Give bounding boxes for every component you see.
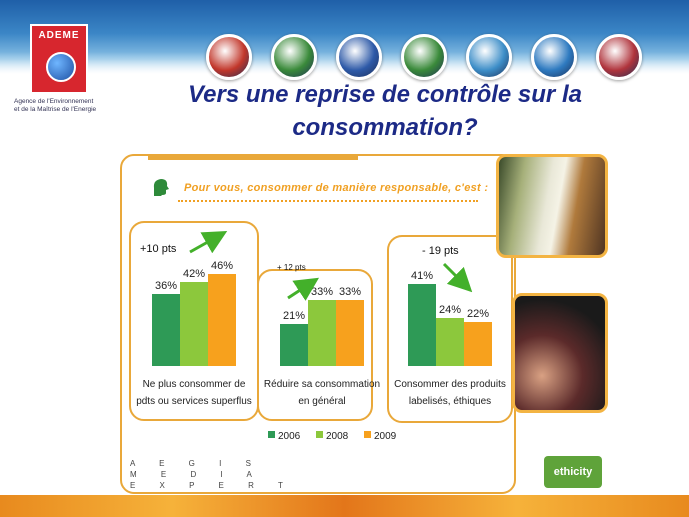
page-title: Vers une reprise de contrôle sur la cons… (150, 78, 620, 144)
data-label: 33% (339, 286, 361, 298)
legend-label: 2009 (374, 431, 397, 442)
agency-name: Agence de l'Environnement et de la Maîtr… (14, 98, 124, 114)
wave-icon (531, 34, 577, 80)
supermarket-aisle-photo (496, 154, 608, 258)
data-label: 33% (311, 286, 333, 298)
agency-line-2: et de la Maîtrise de l'Energie (14, 106, 97, 113)
trend-arrow (287, 277, 320, 301)
trend-label: - 19 pts (422, 245, 459, 257)
bar-2009-1 (208, 274, 236, 366)
category-frame (257, 269, 373, 421)
category-label: pdts ou services superflus (136, 396, 252, 407)
data-label: 22% (467, 308, 489, 320)
category-label: labelisés, éthiques (409, 396, 491, 407)
house-icon (401, 34, 447, 80)
bar-2008-1 (180, 282, 208, 366)
category-label: Consommer des produits (394, 379, 506, 390)
sun-icon (336, 34, 382, 80)
legend-label: 2006 (278, 431, 301, 442)
bar-2008-2 (308, 300, 336, 366)
category-label: Ne plus consommer de (143, 379, 246, 390)
slide-top-rule (148, 156, 358, 160)
logo-text: ADEME (38, 30, 80, 41)
aegis-media-expert-logo: A E G I S M E D I A E X P E R T (130, 458, 294, 491)
cosmetics-photo (512, 293, 608, 413)
aegis-line-2: M E D I A (130, 470, 263, 479)
agency-line-1: Agence de l'Environnement (14, 98, 94, 105)
chart-icon (466, 34, 512, 80)
title-line-1: Vers une reprise de contrôle sur la (188, 81, 582, 108)
dotted-divider (178, 200, 478, 202)
ademe-logo: ADEME (30, 24, 88, 94)
trend-label: +10 pts (140, 243, 177, 255)
legend-swatch (316, 431, 323, 438)
data-label: 24% (439, 304, 461, 316)
hammer-icon (596, 34, 642, 80)
trend-label: + 12 pts (277, 263, 306, 272)
data-label: 21% (283, 310, 305, 322)
trend-arrow (189, 231, 228, 254)
ethicity-logo: ethicity (544, 456, 602, 488)
bar-2006-2 (280, 324, 308, 366)
title-line-2: consommation? (292, 114, 478, 141)
legend-swatch (364, 431, 371, 438)
bar-2006-3 (408, 284, 436, 366)
trend-arrow (442, 262, 473, 293)
data-label: 41% (411, 270, 433, 282)
bar-2006-1 (152, 294, 180, 366)
globe-icon (46, 52, 76, 82)
data-label: 46% (211, 260, 233, 272)
legend-label: 2008 (326, 431, 349, 442)
aegis-line-1: A E G I S (130, 459, 262, 468)
france-map-icon (271, 34, 317, 80)
world-icon (206, 34, 252, 80)
speaking-head-icon (153, 179, 169, 196)
data-label: 36% (155, 280, 177, 292)
category-label: en général (298, 396, 345, 407)
data-label: 42% (183, 268, 205, 280)
aegis-line-3: E X P E R T (130, 481, 294, 490)
bar-2009-3 (464, 322, 492, 366)
legend-swatch (268, 431, 275, 438)
footer-band (0, 495, 689, 517)
bar-2008-3 (436, 318, 464, 366)
survey-question: Pour vous, consommer de manière responsa… (184, 182, 489, 194)
category-label: Réduire sa consommation (264, 379, 380, 390)
bar-2009-2 (336, 300, 364, 366)
